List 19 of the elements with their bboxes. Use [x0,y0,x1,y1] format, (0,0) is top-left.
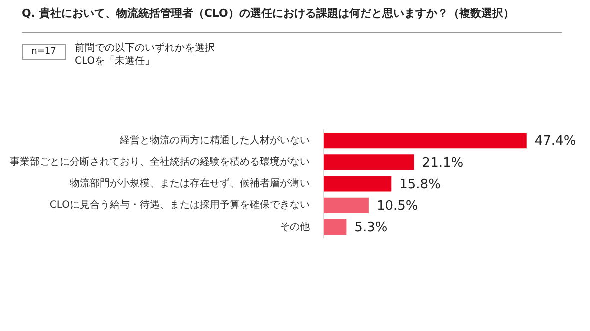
bar [324,176,392,192]
y-tick-label: 経営と物流の両方に精通した人材がいない [119,134,310,146]
data-label: 21.1% [422,156,464,171]
y-tick-label: 事業部ごとに分断されており、全社統括の経験を積める環境がない [10,156,310,168]
y-tick-label: 物流部門が小規模、または存在せず、候補者層が薄い [70,178,310,190]
chart-title: Q. 貴社において、物流統括管理者（CLO）の選任における課題は何だと思いますか？（複数選択） [22,6,514,21]
text: 前問での以下のいずれかを選択 [75,42,215,55]
data-label: 5.3% [354,220,388,236]
bar [324,133,527,149]
y-tick-label: CLOに見合う給与・待遇、または採用予算を確保できない [50,199,310,212]
text: CLOを「未選任」 [75,55,156,68]
y-tick-label: その他 [280,220,310,233]
data-label: 10.5% [376,198,418,214]
text: n=17 [22,44,66,60]
bar [324,219,347,235]
bar [324,198,369,214]
data-label: 47.4% [534,134,576,150]
bar [324,154,414,170]
data-label: 15.8% [400,177,441,192]
